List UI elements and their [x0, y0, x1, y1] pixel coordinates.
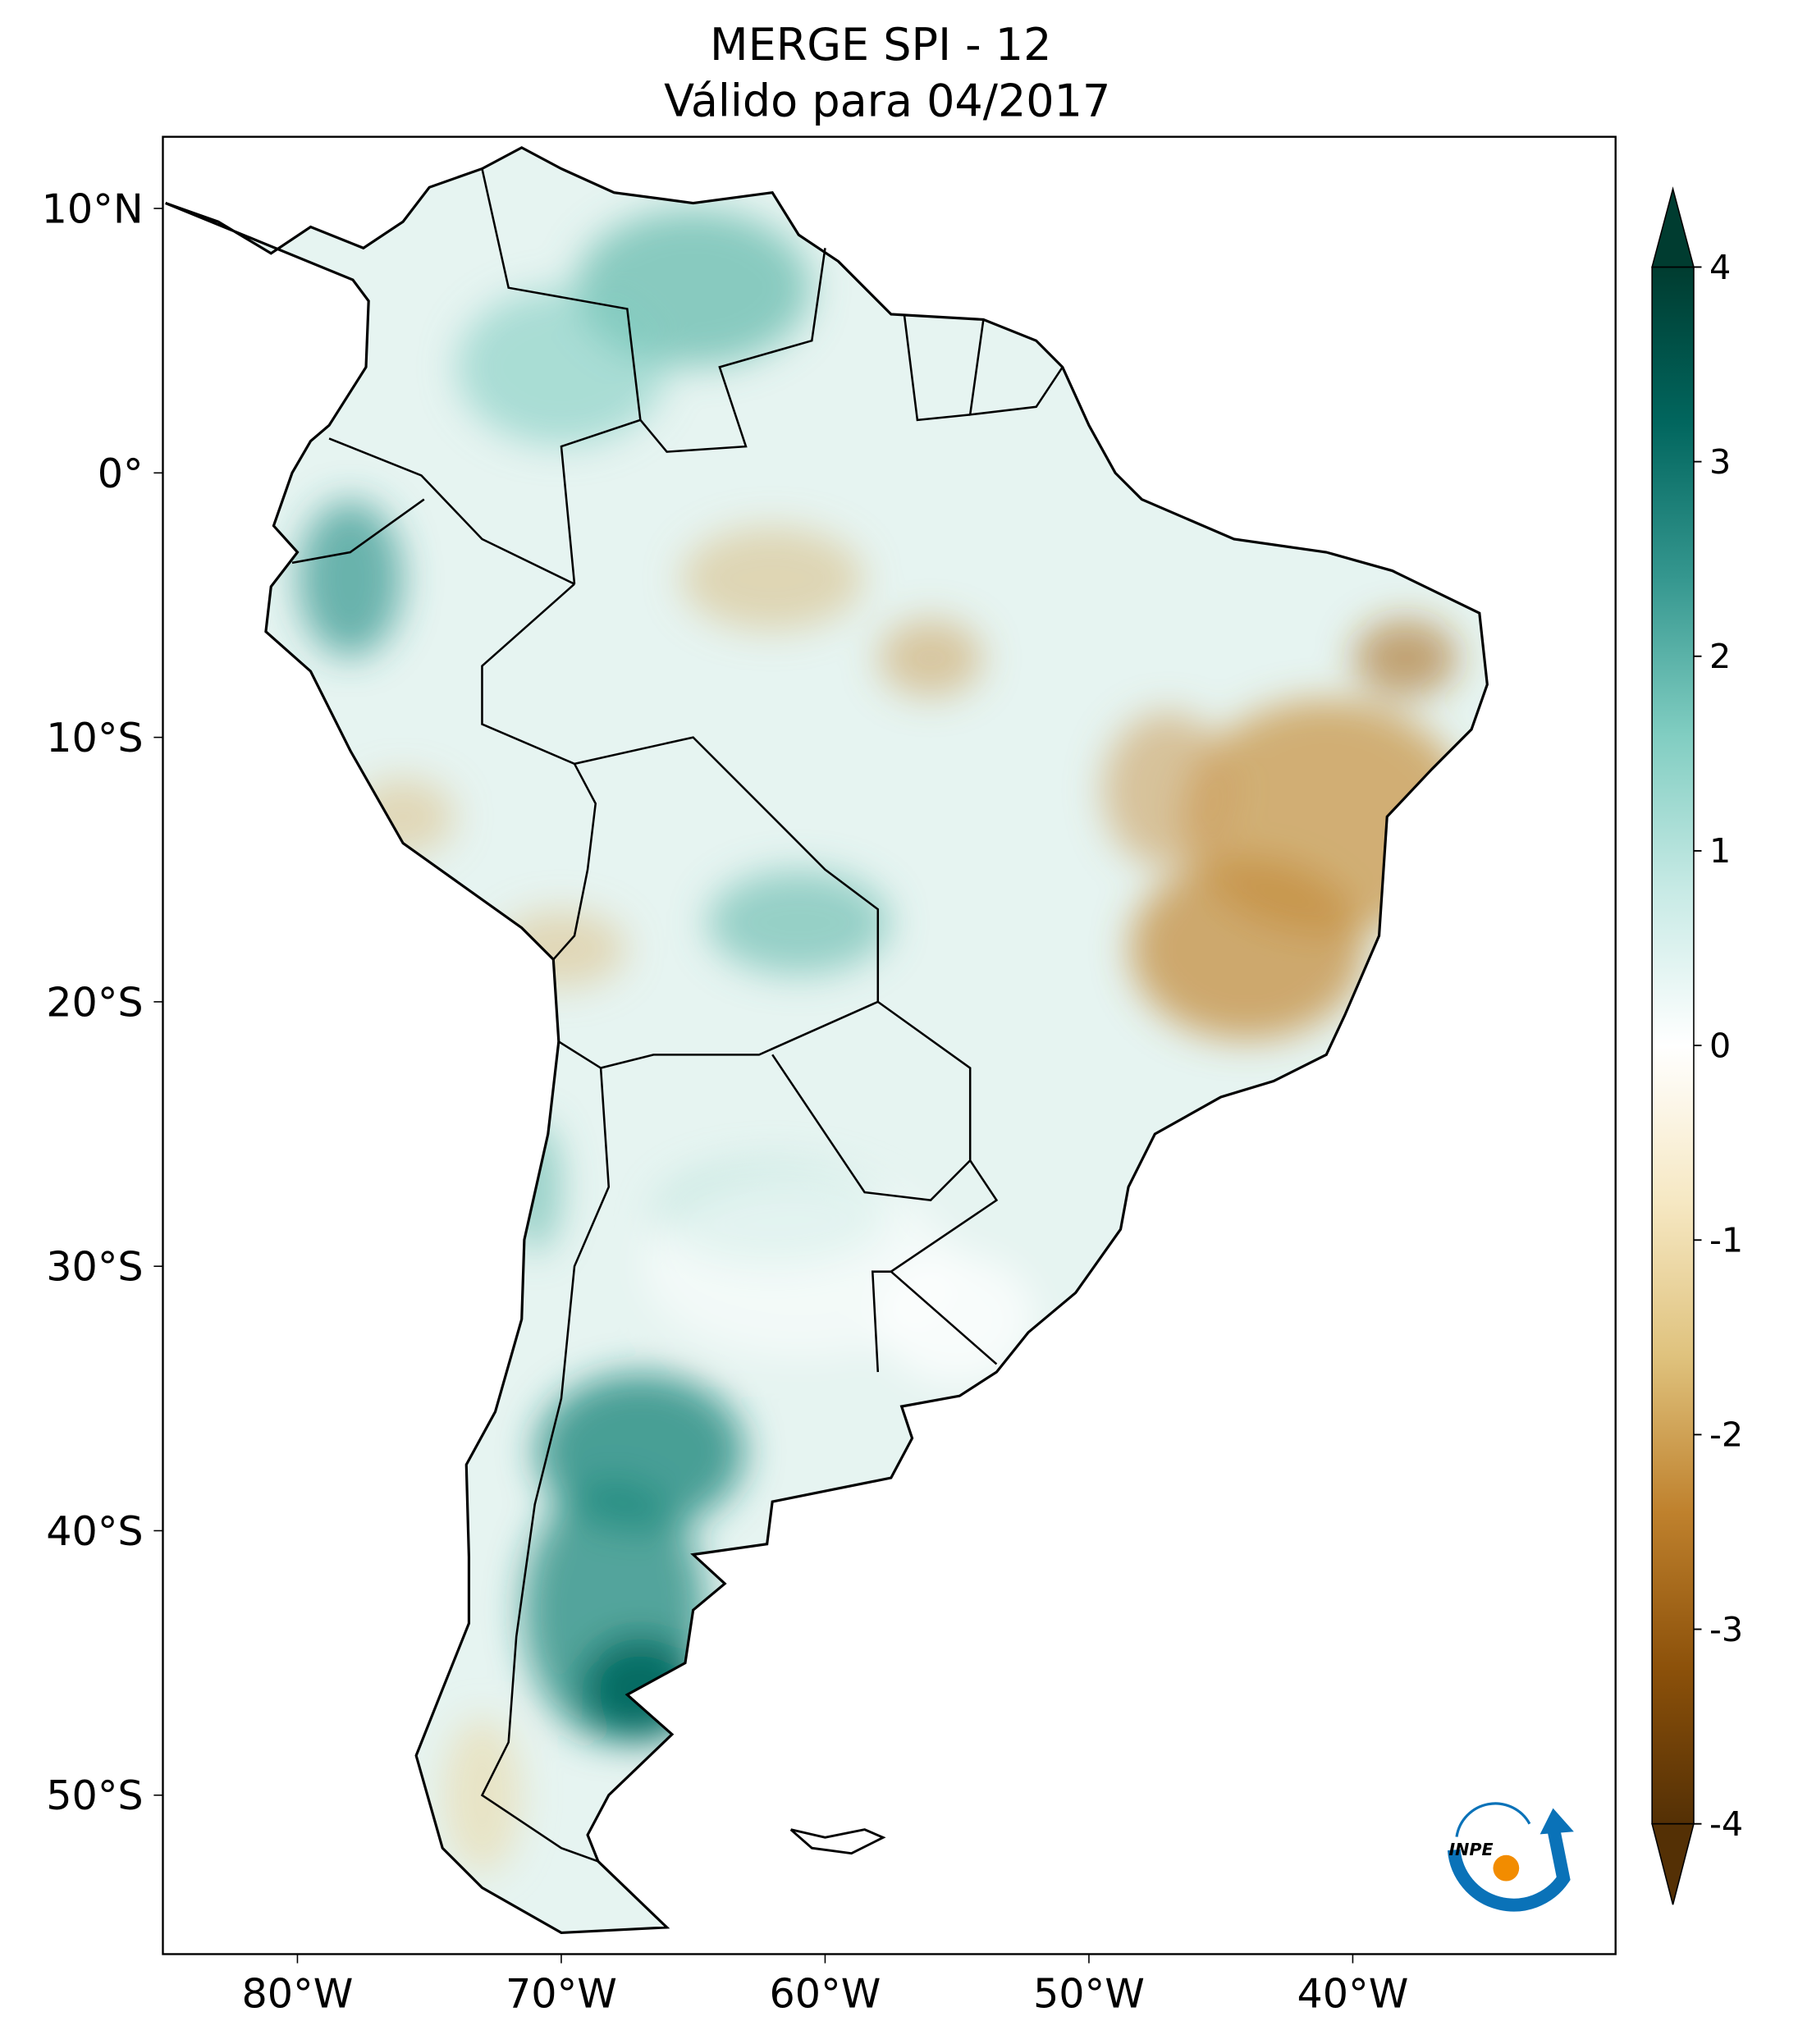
land-fill — [165, 147, 1488, 1933]
lat-label: 50°S — [46, 1772, 143, 1819]
anomaly-patch — [878, 619, 983, 697]
border-line — [968, 319, 1064, 416]
inpe-logo-text: INPE — [1448, 1840, 1493, 1859]
lat-label: 40°S — [46, 1507, 143, 1555]
lat-label: 10°N — [42, 185, 144, 232]
colorbar-tick-label: -4 — [1709, 1804, 1743, 1844]
colorbar-tick-label: 3 — [1709, 442, 1731, 482]
colorbar-tick-label: 0 — [1709, 1026, 1731, 1065]
colorbar-tick-label: -2 — [1709, 1415, 1743, 1455]
anomaly-patch — [642, 1175, 955, 1358]
lon-label: 40°W — [1297, 1970, 1408, 2018]
anomaly-patch — [1103, 711, 1233, 869]
map-area: 10°N 0° 10°S 20°S 30°S 40°S 50°S 80°W 70°W 60°W 5… — [42, 135, 1617, 2018]
anomaly-patch — [1129, 857, 1365, 1040]
inpe-logo: INPE — [1447, 1802, 1574, 1912]
lat-label: 30°S — [46, 1243, 143, 1291]
lon-label: 60°W — [770, 1970, 881, 2018]
border-line — [771, 1000, 972, 1202]
chart-title-line2: Válido para 04/2017 — [664, 75, 1110, 126]
colorbar-tick-label: 2 — [1709, 637, 1731, 676]
colorbar-extend-bottom — [1651, 1822, 1695, 1905]
border-line — [871, 1270, 891, 1373]
colorbar-tick-label: -3 — [1709, 1610, 1743, 1649]
anomaly-patch — [681, 526, 864, 631]
lat-label: 20°S — [46, 978, 143, 1026]
lon-label: 70°W — [506, 1970, 617, 2018]
border-line — [481, 168, 642, 584]
colorbar-tick-label: 4 — [1709, 248, 1731, 287]
colorbar-tick-label: -1 — [1709, 1221, 1743, 1260]
border-line — [903, 313, 971, 422]
anomaly-patch — [707, 870, 890, 975]
border-line — [639, 248, 826, 453]
colorbar: 4 3 2 1 0 -1 -2 -3 -4 — [1651, 186, 1743, 1905]
falkland-islands — [789, 1828, 886, 1855]
border-line — [558, 736, 880, 1069]
border-line — [480, 1068, 611, 1863]
map-frame — [162, 135, 1617, 1955]
lon-label: 80°W — [242, 1970, 354, 2018]
colorbar-tick-label: 1 — [1709, 831, 1731, 871]
border-line — [328, 437, 575, 585]
chart-title-line1: MERGE SPI - 12 — [710, 19, 1051, 71]
country-borders — [291, 168, 1064, 1863]
anomaly-patch — [878, 1254, 1036, 1385]
border-line — [889, 1159, 999, 1365]
lat-label: 0° — [98, 450, 144, 497]
anomaly-patch — [298, 500, 403, 657]
lat-label: 10°S — [46, 714, 143, 761]
anomaly-patch — [456, 289, 666, 446]
border-line — [291, 498, 425, 565]
border-line — [481, 583, 597, 961]
lon-label: 50°W — [1033, 1970, 1145, 2018]
coastline — [165, 146, 1489, 1935]
anomaly-patch — [1353, 619, 1458, 697]
colorbar-extend-top — [1651, 186, 1695, 268]
